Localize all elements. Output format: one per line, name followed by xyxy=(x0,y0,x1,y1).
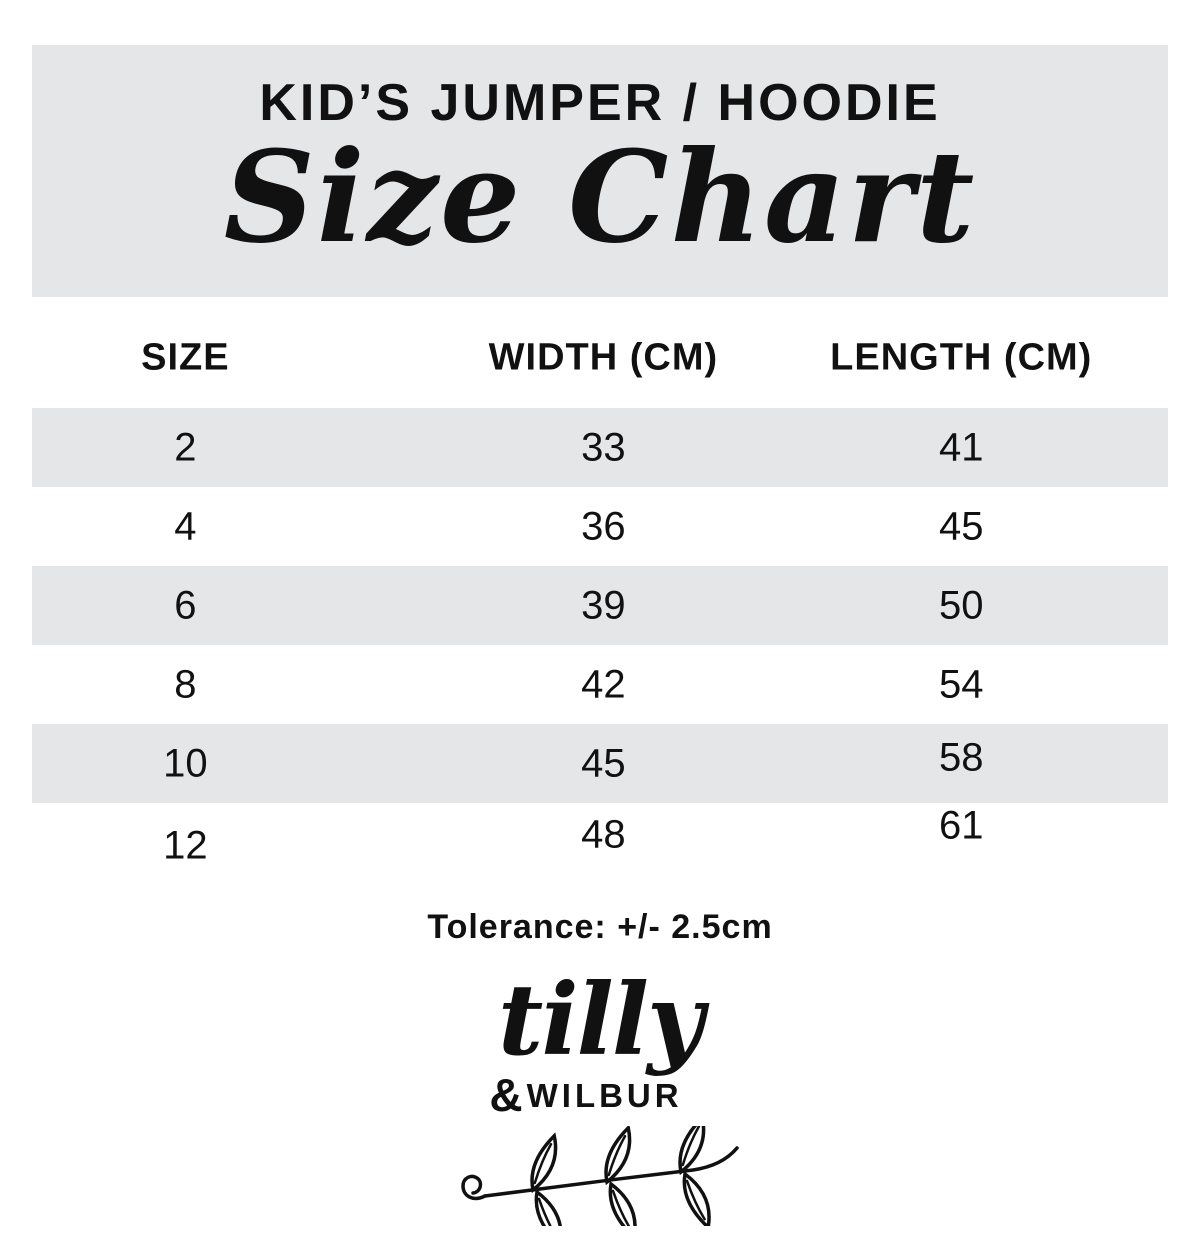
table-row: 10 45 58 xyxy=(32,724,1168,803)
table-row: 4 36 45 xyxy=(32,487,1168,566)
banner-kicker: KID’S JUMPER / HOODIE xyxy=(259,74,941,132)
size-table: SIZE WIDTH (CM) LENGTH (CM) 2 33 41 4 36… xyxy=(32,330,1168,882)
width-cell: 39 xyxy=(581,583,626,627)
length-cell: 58 xyxy=(938,735,984,779)
tolerance-note: Tolerance: +/- 2.5cm xyxy=(427,908,773,946)
width-cell: 36 xyxy=(581,504,626,548)
width-cell: 42 xyxy=(581,662,626,706)
table-header-row: SIZE WIDTH (CM) LENGTH (CM) xyxy=(32,330,1168,385)
width-cell: 45 xyxy=(581,741,626,785)
size-cell: 2 xyxy=(174,425,197,469)
table-row: 2 33 41 xyxy=(32,408,1168,487)
logo-caps-line: & WILBUR xyxy=(489,1072,682,1118)
logo-ampersand: & xyxy=(489,1069,523,1121)
page-title: Size Chart xyxy=(223,123,977,271)
brand-logo: tilly & WILBUR xyxy=(0,972,1200,1226)
table-row: 8 42 54 xyxy=(32,645,1168,724)
column-header-width: WIDTH (CM) xyxy=(488,336,719,378)
header-banner: KID’S JUMPER / HOODIE Size Chart xyxy=(32,45,1168,297)
size-cell: 10 xyxy=(163,741,208,785)
size-cell: 12 xyxy=(163,823,208,867)
width-cell: 48 xyxy=(581,812,626,856)
table-row: 12 48 61 xyxy=(32,803,1168,882)
branch-leaves-icon xyxy=(461,1126,739,1226)
column-header-length: LENGTH (CM) xyxy=(830,336,1093,378)
length-cell: 45 xyxy=(938,504,984,548)
length-cell: 41 xyxy=(938,425,984,469)
length-cell: 50 xyxy=(938,583,984,627)
logo-caps-text: WILBUR xyxy=(526,1076,683,1114)
logo-script-text: tilly xyxy=(498,963,704,1078)
width-cell: 33 xyxy=(581,425,626,469)
length-cell: 61 xyxy=(938,803,984,847)
table-row: 6 39 50 xyxy=(32,566,1168,645)
size-cell: 6 xyxy=(174,583,197,627)
size-cell: 8 xyxy=(174,662,197,706)
length-cell: 54 xyxy=(938,662,984,706)
column-header-size: SIZE xyxy=(141,336,230,378)
size-cell: 4 xyxy=(174,504,197,548)
